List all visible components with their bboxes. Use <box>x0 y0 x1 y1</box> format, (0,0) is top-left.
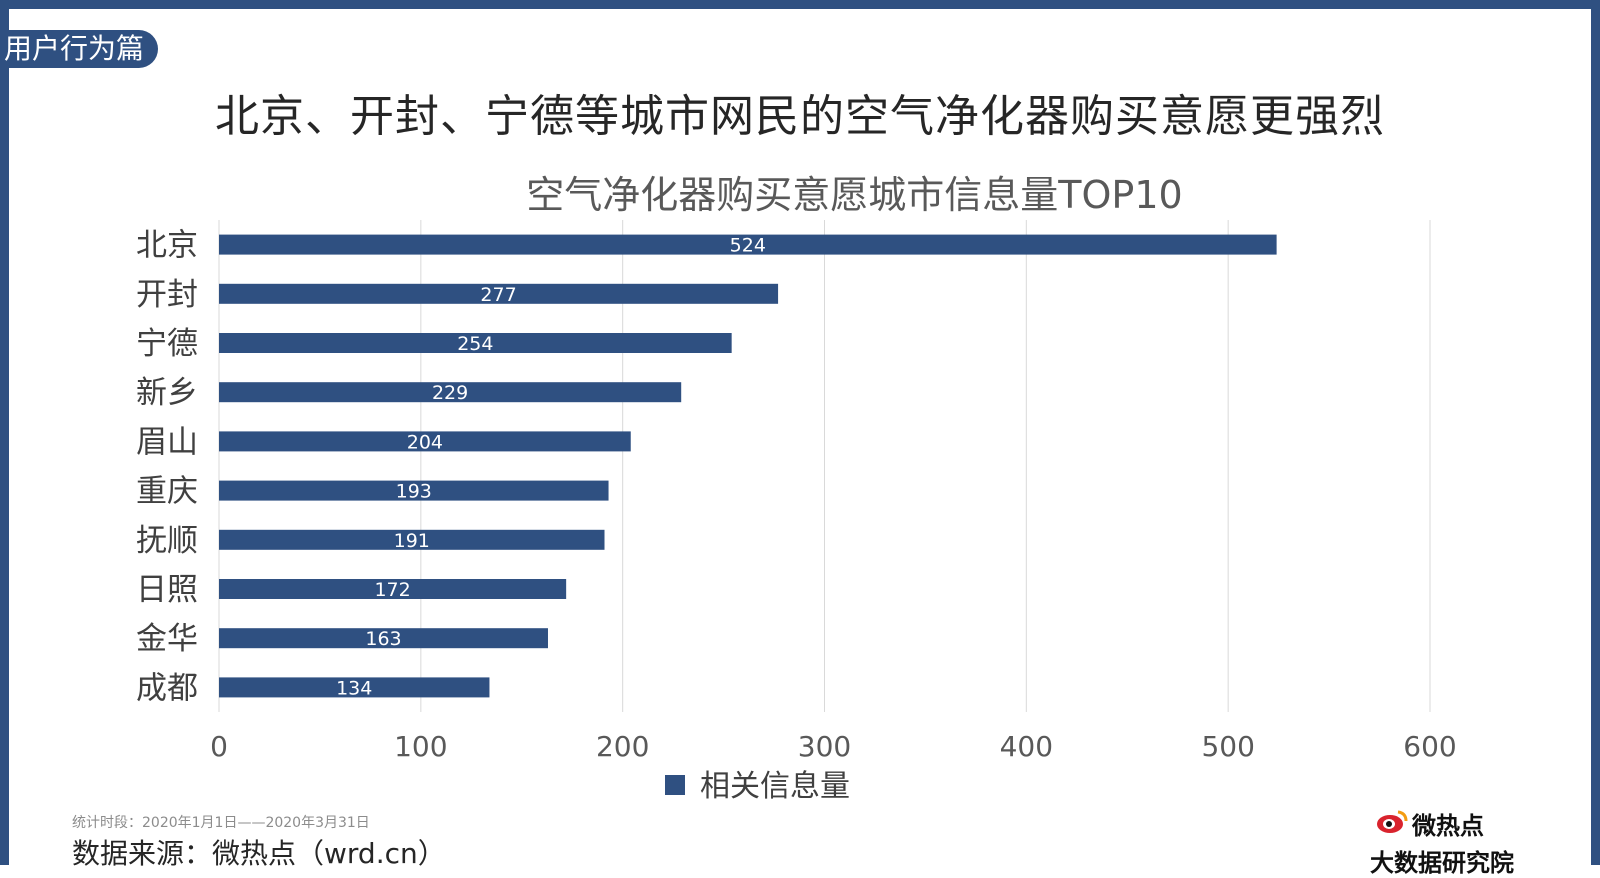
data-label: 229 <box>432 382 468 404</box>
page-headline: 北京、开封、宁德等城市网民的空气净化器购买意愿更强烈 <box>215 91 1385 142</box>
bar <box>219 628 548 649</box>
category-label: 开封 <box>136 277 198 313</box>
bar <box>219 480 609 501</box>
data-label: 172 <box>374 579 410 601</box>
bar <box>219 283 779 304</box>
data-label: 254 <box>457 333 493 355</box>
bar <box>219 579 567 599</box>
data-label: 163 <box>365 628 401 650</box>
x-tick-label: 400 <box>1000 730 1053 763</box>
weirediandian-logo: 微热点 大数据研究院 <box>1370 806 1546 877</box>
data-label: 204 <box>407 431 443 453</box>
frame-left-border <box>0 0 9 865</box>
data-label: 134 <box>336 677 372 699</box>
x-tick-label: 500 <box>1201 730 1254 763</box>
category-label: 抚顺 <box>136 523 198 559</box>
category-label: 北京 <box>136 228 198 264</box>
bar <box>219 333 732 353</box>
category-label: 金华 <box>136 621 198 657</box>
legend-swatch <box>665 775 685 795</box>
bar <box>219 677 490 698</box>
data-label: 524 <box>730 235 766 257</box>
frame-top-border <box>0 0 1600 9</box>
chart-title: 空气净化器购买意愿城市信息量TOP10 <box>526 173 1182 217</box>
legend-label: 相关信息量 <box>700 769 850 804</box>
bar <box>219 382 682 403</box>
statistics-period: 统计时段：2020年1月1日——2020年3月31日 <box>72 815 370 831</box>
category-label: 日照 <box>136 572 198 608</box>
x-tick-label: 200 <box>596 730 649 763</box>
x-tick-label: 0 <box>210 730 228 763</box>
category-label: 重庆 <box>136 474 198 510</box>
category-label: 眉山 <box>136 424 198 460</box>
logo-name: 微热点 <box>1412 812 1484 840</box>
category-label: 宁德 <box>136 326 198 362</box>
x-tick-label: 300 <box>798 730 851 763</box>
bar <box>219 431 631 452</box>
data-label: 277 <box>480 284 516 306</box>
x-tick-label: 600 <box>1403 730 1456 763</box>
section-tag: 用户行为篇 <box>0 30 159 68</box>
x-tick-label: 100 <box>394 730 447 763</box>
frame-right-border <box>1591 0 1600 865</box>
data-label: 191 <box>394 530 430 552</box>
data-source: 数据来源：微热点（wrd.cn） <box>72 837 446 870</box>
bar <box>219 234 1277 255</box>
category-label: 新乡 <box>136 375 198 411</box>
data-label: 193 <box>396 481 432 503</box>
category-label: 成都 <box>136 670 198 706</box>
weibo-eye-icon <box>1376 809 1408 839</box>
bar <box>219 529 605 550</box>
logo-subtitle: 大数据研究院 <box>1370 849 1514 877</box>
